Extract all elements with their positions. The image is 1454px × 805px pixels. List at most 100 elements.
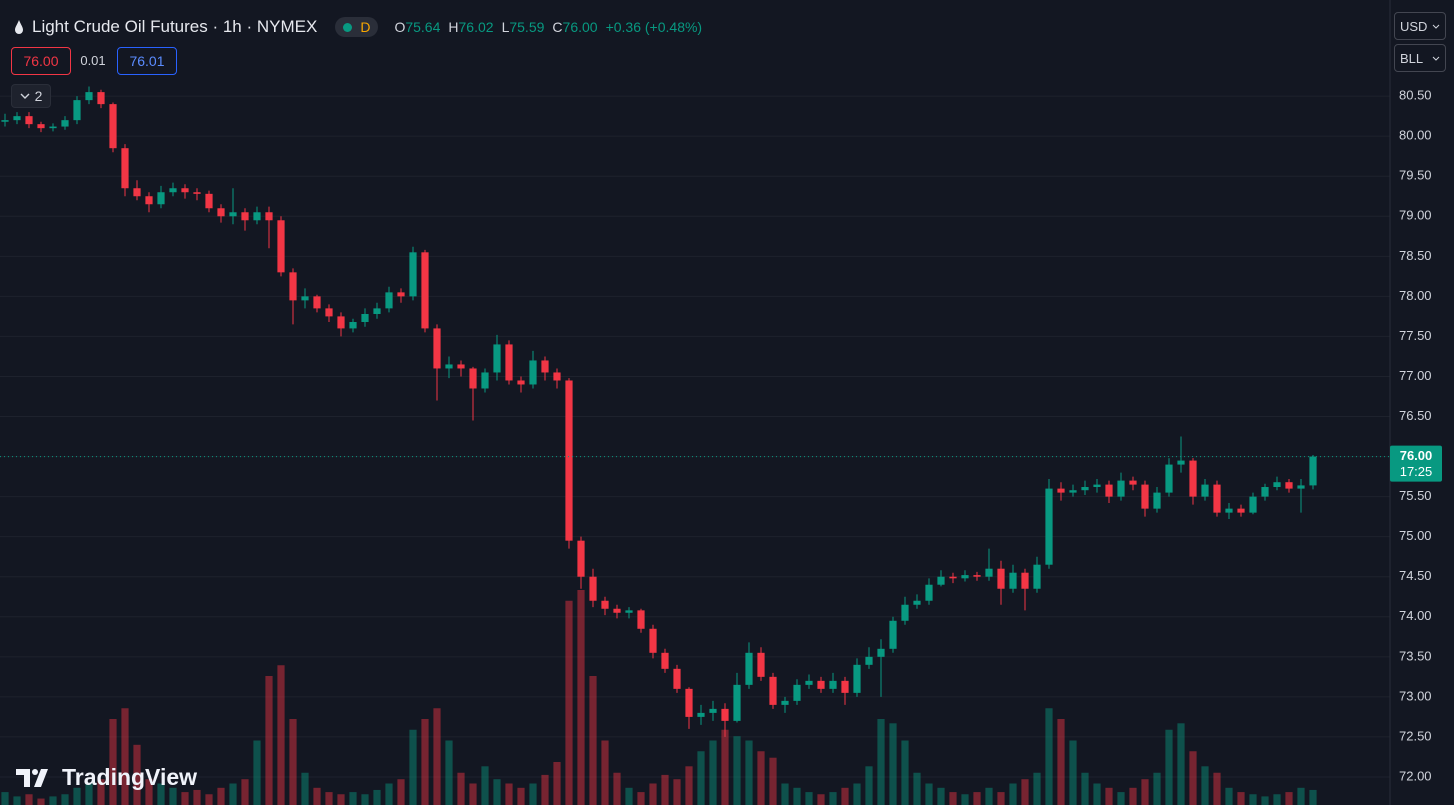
candle-body <box>361 313 369 322</box>
volume-bar <box>1177 723 1185 805</box>
candle-body <box>817 680 825 689</box>
volume-bar <box>145 779 153 805</box>
y-tick-label: 74.50 <box>1399 568 1432 583</box>
candle-body <box>1081 487 1089 491</box>
volume-bar <box>253 740 261 805</box>
volume-bar <box>577 590 585 805</box>
volume-bar <box>997 792 1005 805</box>
volume-bar <box>373 789 381 805</box>
ohlc-label: L <box>501 19 510 35</box>
candle-body <box>949 576 957 579</box>
logo[interactable]: TradingView <box>16 764 197 791</box>
candle-body <box>445 364 453 369</box>
candle-body <box>937 576 945 585</box>
candle-body <box>493 344 501 373</box>
sell-button[interactable]: 76.00 <box>11 47 71 75</box>
volume-bar <box>301 772 309 805</box>
volume-bar <box>937 787 945 805</box>
volume-bar <box>889 723 897 805</box>
y-tick-label: 75.50 <box>1399 488 1432 503</box>
volume-bar <box>25 794 33 805</box>
volume-bar <box>1105 787 1113 805</box>
y-tick-label: 75.00 <box>1399 528 1432 543</box>
unit: BLL <box>1400 50 1424 66</box>
candle-body <box>97 92 105 105</box>
y-tick-label: 80.00 <box>1399 128 1432 143</box>
ohlc-value: 75.59 <box>509 19 545 35</box>
chevron <box>1432 56 1440 61</box>
volume-bar <box>1189 751 1197 805</box>
volume-bar <box>1141 779 1149 805</box>
candle-body <box>1033 564 1041 589</box>
volume-bar <box>85 783 93 805</box>
candle-body <box>37 124 45 129</box>
candle-body <box>1009 572 1017 589</box>
volume-bar <box>97 779 105 805</box>
candle-body <box>1177 460 1185 465</box>
buy-button[interactable]: 76.01 <box>117 47 177 75</box>
volume-bar <box>1093 783 1101 805</box>
currency-select[interactable]: USD <box>1394 12 1446 40</box>
symbol-title[interactable]: Light Crude Oil Futures · 1h · NYMEX <box>32 17 318 36</box>
volume-bar <box>1165 729 1173 805</box>
chevron <box>20 93 30 99</box>
ohlc-value: 76.00 <box>562 19 598 35</box>
candle-body <box>1237 508 1245 513</box>
candle-body <box>457 364 465 369</box>
candle-body <box>1141 484 1149 509</box>
volume-bar <box>745 740 753 805</box>
candle-body <box>625 610 633 613</box>
unit-select[interactable]: BLL <box>1394 44 1446 72</box>
y-tick-label: 72.50 <box>1399 728 1432 743</box>
candle-body <box>925 584 933 601</box>
volume-bar <box>565 600 573 805</box>
volume-bar <box>685 766 693 805</box>
candle-body <box>793 684 801 701</box>
candle-body <box>1273 482 1281 488</box>
candle-body <box>577 540 585 577</box>
volume-bar <box>13 796 21 805</box>
y-tick-label: 73.50 <box>1399 648 1432 663</box>
volume-bar <box>853 783 861 805</box>
candle-body <box>409 252 417 297</box>
volume-bar <box>1129 787 1137 805</box>
status-pill[interactable]: D <box>335 17 379 37</box>
volume-bar <box>757 751 765 805</box>
candle-body <box>157 192 165 205</box>
candle-body <box>85 92 93 101</box>
candle-body <box>373 308 381 314</box>
candle-body <box>253 212 261 221</box>
volume-bar <box>1297 787 1305 805</box>
candle-body <box>1093 484 1101 488</box>
candle-body <box>697 712 705 717</box>
ohlc-value: 75.64 <box>405 19 441 35</box>
volume-bar <box>505 783 513 805</box>
candle-body <box>481 372 489 389</box>
currency: USD <box>1400 18 1428 34</box>
indicators-count: 2 <box>34 88 43 104</box>
candle-body <box>961 575 969 579</box>
volume-bar <box>1249 794 1257 805</box>
candle-body <box>1201 484 1209 497</box>
volume-bar <box>1237 792 1245 805</box>
volume-bar <box>1273 794 1281 805</box>
volume-bar <box>1261 796 1269 805</box>
volume-bar <box>349 792 357 805</box>
candle-body <box>385 292 393 309</box>
droplet-icon <box>15 20 23 34</box>
volume-bar <box>925 783 933 805</box>
volume-bar <box>529 783 537 805</box>
volume-bar <box>337 794 345 805</box>
volume-bar <box>769 757 777 805</box>
candle-body <box>433 328 441 369</box>
volume-bar <box>445 740 453 805</box>
volume-bar <box>49 796 57 805</box>
volume-bar <box>241 779 249 805</box>
volume-bar <box>901 740 909 805</box>
ohlc-label: O <box>394 19 406 35</box>
candle-body <box>229 212 237 217</box>
candle-body <box>769 676 777 705</box>
indicators-toggle[interactable]: 2 <box>11 84 51 108</box>
volume-bar <box>325 792 333 805</box>
candle-body <box>1069 490 1077 493</box>
